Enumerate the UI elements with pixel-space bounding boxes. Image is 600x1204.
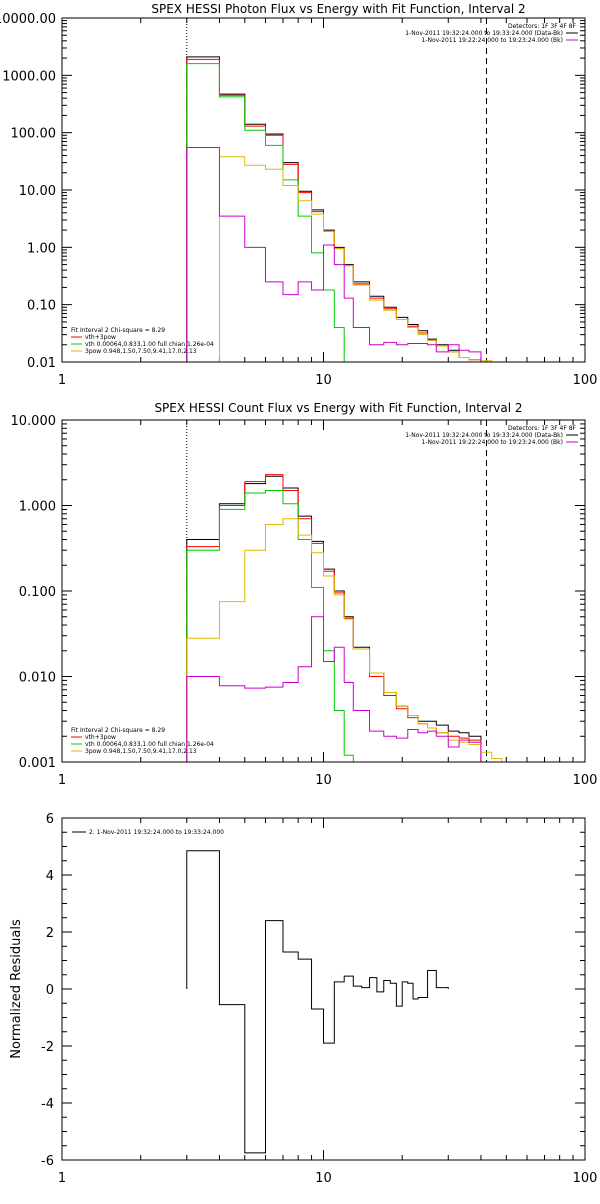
y-tick-label: -4: [41, 1097, 54, 1112]
series-line-4: [186, 156, 493, 362]
series-line-3: [186, 63, 354, 362]
series-group: [186, 474, 512, 762]
legend-entry-text: vth+3pow: [85, 734, 116, 741]
legend-fit-header: Fit Interval 2 Chi-square = 8.29: [71, 727, 165, 734]
legend-entry-text: 1-Nov-2011 19:32:24.000 to 19:33:24.000 …: [405, 432, 563, 439]
series-line-1: [186, 850, 449, 1154]
plot-frame: [61, 817, 586, 1161]
x-tick-label: 100: [573, 773, 598, 788]
x-tick-label: 1: [58, 373, 66, 388]
y-tick-label: 0.001: [19, 756, 56, 771]
y-tick-label: 0: [46, 983, 54, 998]
legend-entry-text: vth+3pow: [85, 334, 116, 341]
series-line-1: [186, 475, 482, 762]
y-tick-label: 1.000: [19, 500, 56, 515]
y-tick-label: 0.010: [19, 671, 56, 686]
legend-entry-text: 1-Nov-2011 19:22:24.000 to 19:23:24.000 …: [421, 37, 563, 44]
series-line-5: [186, 616, 482, 762]
x-tick-label: 1: [58, 773, 66, 788]
chart-panel-1: SPEX HESSI Photon Flux vs Energy with Fi…: [0, 2, 597, 388]
x-tick-label: 1: [58, 1171, 66, 1186]
legend-detectors: Detectors: 1F 3F 4F 8F: [508, 23, 577, 30]
chart-panel-2: SPEX HESSI Count Flux vs Energy with Fit…: [11, 401, 598, 788]
y-tick-label: 1000.00: [2, 69, 56, 84]
y-tick-label: -2: [41, 1040, 54, 1055]
y-tick-label: 1.00: [27, 241, 56, 256]
series-line-1: [186, 56, 482, 362]
chart-panel-3: 1 10 100 -6 -4 -2 0 2 4 6 Normalized Residuals 2. 1…: [9, 812, 597, 1186]
series-line-3: [186, 489, 354, 762]
chart-title: SPEX HESSI Count Flux vs Energy with Fit…: [154, 401, 522, 415]
series-line-2: [186, 474, 482, 762]
y-tick-label: 4: [46, 869, 54, 884]
chart-title: SPEX HESSI Photon Flux vs Energy with Fi…: [151, 2, 525, 16]
plot-frame: [61, 17, 586, 363]
y-tick-label: 100.00: [11, 127, 57, 142]
legend-fit-header: Fit Interval 2 Chi-square = 8.29: [71, 327, 165, 334]
y-tick-label: 0.10: [27, 299, 56, 314]
plot-frame: [61, 419, 586, 763]
series-group: [186, 56, 493, 362]
legend-entry-text: 2. 1-Nov-2011 19:32:24.000 to 19:33:24.0…: [89, 829, 224, 836]
legend-entry-text: 1-Nov-2011 19:32:24.000 to 19:33:24.000 …: [405, 30, 563, 37]
y-tick-label: 0.01: [27, 356, 56, 371]
legend-entry-text: vth 0.00064,0.833,1.00 full chian 1.26e-…: [85, 741, 214, 748]
x-tick-label: 100: [573, 373, 598, 388]
x-tick-label: 100: [573, 1171, 598, 1186]
x-tick-label: 10: [315, 1171, 332, 1186]
legend-entry-text: 3pow 0.948,1.50,7.50,9.41,17.0,2.13: [85, 348, 197, 355]
y-tick-label: 0.100: [19, 585, 56, 600]
series-line-5: [186, 147, 482, 362]
series-line-4: [186, 518, 512, 762]
y-tick-label: 2: [46, 926, 54, 941]
legend-entry-text: vth 0.00064,0.833,1.00 full chian 1.26e-…: [85, 341, 214, 348]
y-tick-label: 10.000: [11, 414, 57, 429]
y-tick-label: 6: [46, 812, 54, 827]
y-tick-label: 10000.00: [0, 12, 56, 27]
series-group: [186, 850, 449, 1154]
legend-entry-text: 1-Nov-2011 19:22:24.000 to 19:23:24.000 …: [421, 439, 563, 446]
y-axis-label: Normalized Residuals: [9, 919, 24, 1059]
legend-entry-text: 3pow 0.948,1.50,7.50,9.41,17.0,2.13: [85, 748, 197, 755]
x-tick-label: 10: [315, 373, 332, 388]
y-tick-label: -6: [41, 1154, 54, 1169]
legend-detectors: Detectors: 1F 3F 4F 8F: [508, 425, 577, 432]
y-tick-label: 10.00: [19, 184, 56, 199]
x-tick-label: 10: [315, 773, 332, 788]
